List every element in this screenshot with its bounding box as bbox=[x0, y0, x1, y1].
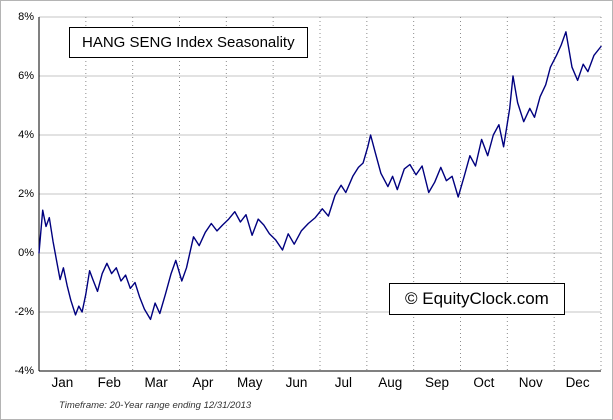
x-month-label: Apr bbox=[192, 375, 214, 390]
x-month-label: Jun bbox=[285, 375, 308, 390]
x-month-label: Aug bbox=[378, 375, 403, 390]
x-month-label: May bbox=[236, 375, 263, 390]
seasonality-line bbox=[38, 31, 602, 321]
x-month-label: Jan bbox=[51, 375, 74, 390]
x-month-label: Mar bbox=[144, 375, 168, 390]
x-month-label: Sep bbox=[425, 375, 450, 390]
y-tick-label: 8% bbox=[18, 11, 34, 23]
watermark-equityclock: © EquityClock.com bbox=[389, 283, 565, 315]
timeframe-note: Timeframe: 20-Year range ending 12/31/20… bbox=[59, 400, 252, 411]
y-tick-label: 0% bbox=[18, 247, 34, 259]
chart-title-box: HANG SENG Index Seasonality bbox=[69, 27, 308, 58]
y-tick-label: 6% bbox=[18, 70, 34, 82]
y-tick-label: -2% bbox=[14, 306, 34, 318]
y-tick-label: 4% bbox=[18, 129, 34, 141]
y-tick-label: -4% bbox=[14, 365, 34, 377]
x-month-label: Nov bbox=[518, 375, 543, 390]
y-tick-label: 2% bbox=[18, 188, 34, 200]
x-month-label: Dec bbox=[565, 375, 590, 390]
x-month-label: Jul bbox=[334, 375, 353, 390]
x-month-label: Feb bbox=[97, 375, 121, 390]
x-month-label: Oct bbox=[473, 375, 495, 390]
